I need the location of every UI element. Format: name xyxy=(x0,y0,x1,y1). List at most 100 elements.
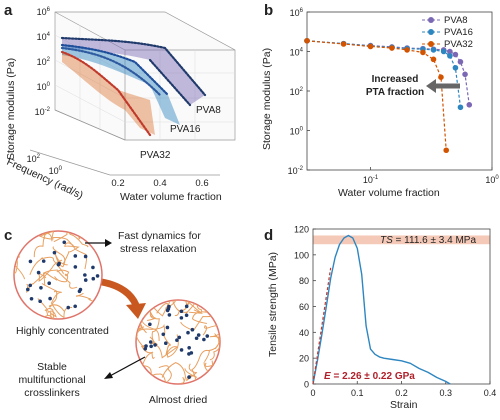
dried-crosslinker-7 xyxy=(167,313,172,317)
dried-fiber-26 xyxy=(142,365,172,384)
dried-crosslinker-20 xyxy=(161,332,166,337)
panel-a: a xyxy=(0,0,250,205)
b-point-pva32-2 xyxy=(367,43,374,50)
a-label-pva32: PVA32 xyxy=(140,150,171,161)
b-xlabel: Water volume fraction xyxy=(338,187,440,199)
c-text-stable-2: multifunctional xyxy=(18,374,85,386)
dried-crosslinker-1 xyxy=(148,322,152,327)
b-ytick-2: 102 xyxy=(290,87,304,97)
a-ytick-1: 104 xyxy=(37,32,51,42)
a-label-pva8: PVA8 xyxy=(196,105,221,116)
b-point-pva16-8 xyxy=(447,53,453,59)
concentrated-fiber-11 xyxy=(62,242,80,265)
concentrated-crosslinker-21 xyxy=(78,287,83,292)
a-ytick-4: 10-2 xyxy=(35,107,51,117)
a-ytick-2: 102 xyxy=(37,57,51,67)
pva16-surface xyxy=(62,45,180,125)
b-point-pva32-8 xyxy=(443,147,450,154)
b-annotation-2: PTA fraction xyxy=(366,87,424,98)
panel-d-chart: 0 20 40 60 80 100 120 0 0.1 0.2 0.3 0.4 TS = 111.6 … xyxy=(267,225,496,412)
d-ytick-5: 100 xyxy=(294,250,309,260)
b-xtick-1: 100 xyxy=(485,175,499,185)
b-point-pva32-0 xyxy=(304,37,310,44)
dried-fiber-15 xyxy=(136,309,145,332)
concentrated-crosslinker-12 xyxy=(91,265,95,270)
c-text-dried: Almost dried xyxy=(149,394,208,406)
a-ztick-1: 100 xyxy=(49,166,63,176)
c-text-concentrated: Highly concentrated xyxy=(16,325,109,337)
panel-d: d 0 20 40 60 80 100 120 0 0.1 0.2 0.3 0.4 TS = 111.… xyxy=(250,207,500,415)
dried-crosslinker-3 xyxy=(194,336,199,341)
b-legend-pva8: PVA8 xyxy=(444,15,468,26)
concentrated-fiber-4 xyxy=(37,298,57,319)
dried-crosslinker-26 xyxy=(177,335,182,340)
dried-crosslinker-5 xyxy=(202,337,206,342)
a-ytick-0: 106 xyxy=(37,7,51,17)
dried-crosslinker-28 xyxy=(184,313,189,318)
concentrated-fiber-8 xyxy=(42,269,78,289)
dried-crosslinker-18 xyxy=(175,338,179,342)
pva8-surface xyxy=(62,38,205,105)
d-ytick-1: 20 xyxy=(299,354,309,364)
dried-crosslinker-22 xyxy=(163,341,168,346)
pva16-edge xyxy=(60,43,170,97)
panel-c: c Fast dynamics for stress relaxation Hi… xyxy=(0,207,250,415)
concentrated-crosslinker-4 xyxy=(39,285,43,290)
concentrated-crosslinker-24 xyxy=(95,274,100,278)
d-xtick-3: 0.3 xyxy=(439,388,452,398)
dried-crosslinker-21 xyxy=(167,304,171,309)
dried-crosslinker-11 xyxy=(179,348,184,352)
panel-label-a: a xyxy=(4,2,13,19)
d-xtick-1: 0.1 xyxy=(351,388,364,398)
c-text-stable-1: Stable xyxy=(37,361,67,373)
dried-fiber-13 xyxy=(202,315,220,336)
concentrated-fiber-1 xyxy=(29,256,64,275)
dried-crosslinker-4 xyxy=(165,325,170,330)
dried-crosslinker-17 xyxy=(184,304,189,309)
dried-fiber-2 xyxy=(177,300,196,305)
dried-crosslinker-9 xyxy=(149,344,153,349)
drying-arrow xyxy=(101,278,140,307)
a-ylabel: Storage modulus (Pa) xyxy=(5,58,17,160)
pva32-edge xyxy=(60,50,152,137)
a-xtick-0: 0.2 xyxy=(111,178,124,189)
concentrated-crosslinker-15 xyxy=(83,254,88,259)
concentrated-crosslinker-16 xyxy=(73,254,78,258)
b-point-pva32-4 xyxy=(404,47,410,53)
d-xtick-2: 0.2 xyxy=(395,388,408,398)
dried-fiber-18 xyxy=(137,323,172,346)
dried-fiber-3 xyxy=(161,362,187,384)
panel-c-schematic: Fast dynamics for stress relaxation High… xyxy=(13,230,221,406)
b-ytick-0: 10-2 xyxy=(288,166,304,176)
d-ts-band xyxy=(313,235,490,245)
d-ts-label: TS = 111.6 ± 3.4 MPa xyxy=(380,235,476,246)
c-text-fast-2: stress relaxation xyxy=(120,243,197,255)
concentrated-crosslinker-0 xyxy=(62,240,67,245)
concentrated-crosslinker-1 xyxy=(66,305,71,310)
concentrated-crosslinker-9 xyxy=(91,276,96,281)
concentrated-circle xyxy=(13,230,103,320)
dried-crosslinker-8 xyxy=(165,308,170,313)
b-point-pva8-8 xyxy=(447,48,453,55)
pva32-surface xyxy=(62,52,155,135)
a-xtick-2: 0.6 xyxy=(195,178,208,189)
b-ytick-4: 106 xyxy=(290,8,304,18)
concentrated-fiber-21 xyxy=(54,269,70,283)
b-point-pva8-10 xyxy=(457,59,464,65)
concentrated-crosslinker-18 xyxy=(73,304,77,309)
a-xtick-1: 0.4 xyxy=(153,178,166,189)
dried-crosslinker-24 xyxy=(205,334,210,338)
b-point-pva16-9 xyxy=(452,64,459,71)
dried-fiber-29 xyxy=(185,302,208,324)
panel-b-chart: 10-2 100 102 104 106 10-1 100 PVA8 PVA16 PVA32… xyxy=(261,8,499,199)
concentrated-fiber-18 xyxy=(14,252,25,280)
b-point-pva8-9 xyxy=(452,51,459,58)
concentrated-crosslinker-8 xyxy=(28,283,33,288)
concentrated-fiber-7 xyxy=(33,231,47,258)
b-legend: PVA8 PVA16 PVA32 xyxy=(422,15,473,50)
d-ytick-4: 80 xyxy=(299,276,309,286)
concentrated-crosslinker-20 xyxy=(38,299,42,304)
b-point-pva32-1 xyxy=(340,41,347,47)
a-zlabel: Frequency (rad/s) xyxy=(5,156,85,202)
concentrated-fiber-16 xyxy=(52,246,68,268)
